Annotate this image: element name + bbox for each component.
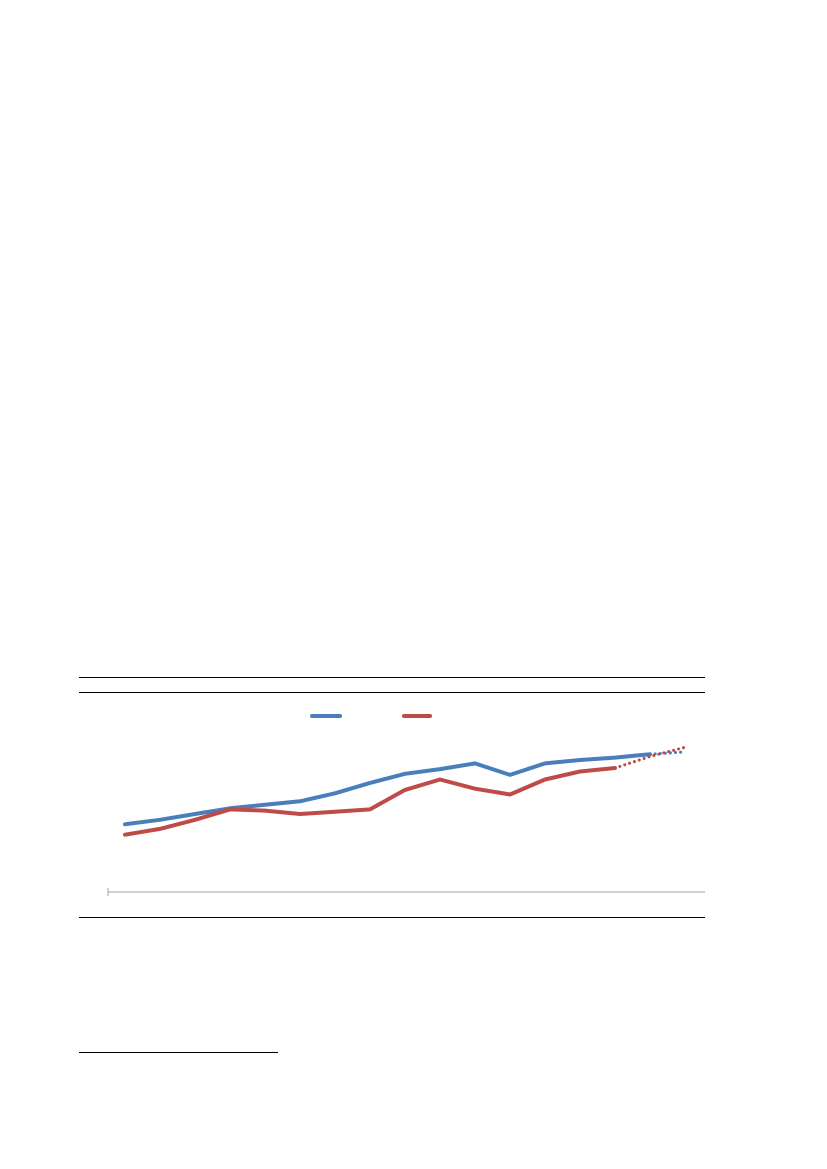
figure-frame bbox=[79, 677, 705, 919]
plot-area bbox=[123, 745, 687, 837]
line-chart bbox=[107, 714, 705, 896]
figure-caption-rule bbox=[79, 692, 705, 693]
series-2-line bbox=[123, 766, 617, 837]
series-1-projection bbox=[648, 750, 687, 756]
x-axis bbox=[107, 888, 705, 896]
figure-top-rule bbox=[79, 677, 705, 678]
series-2-projection bbox=[613, 745, 687, 770]
footnote-separator bbox=[79, 1052, 278, 1053]
series-1-line bbox=[123, 752, 652, 827]
figure-bottom-rule bbox=[79, 917, 705, 918]
